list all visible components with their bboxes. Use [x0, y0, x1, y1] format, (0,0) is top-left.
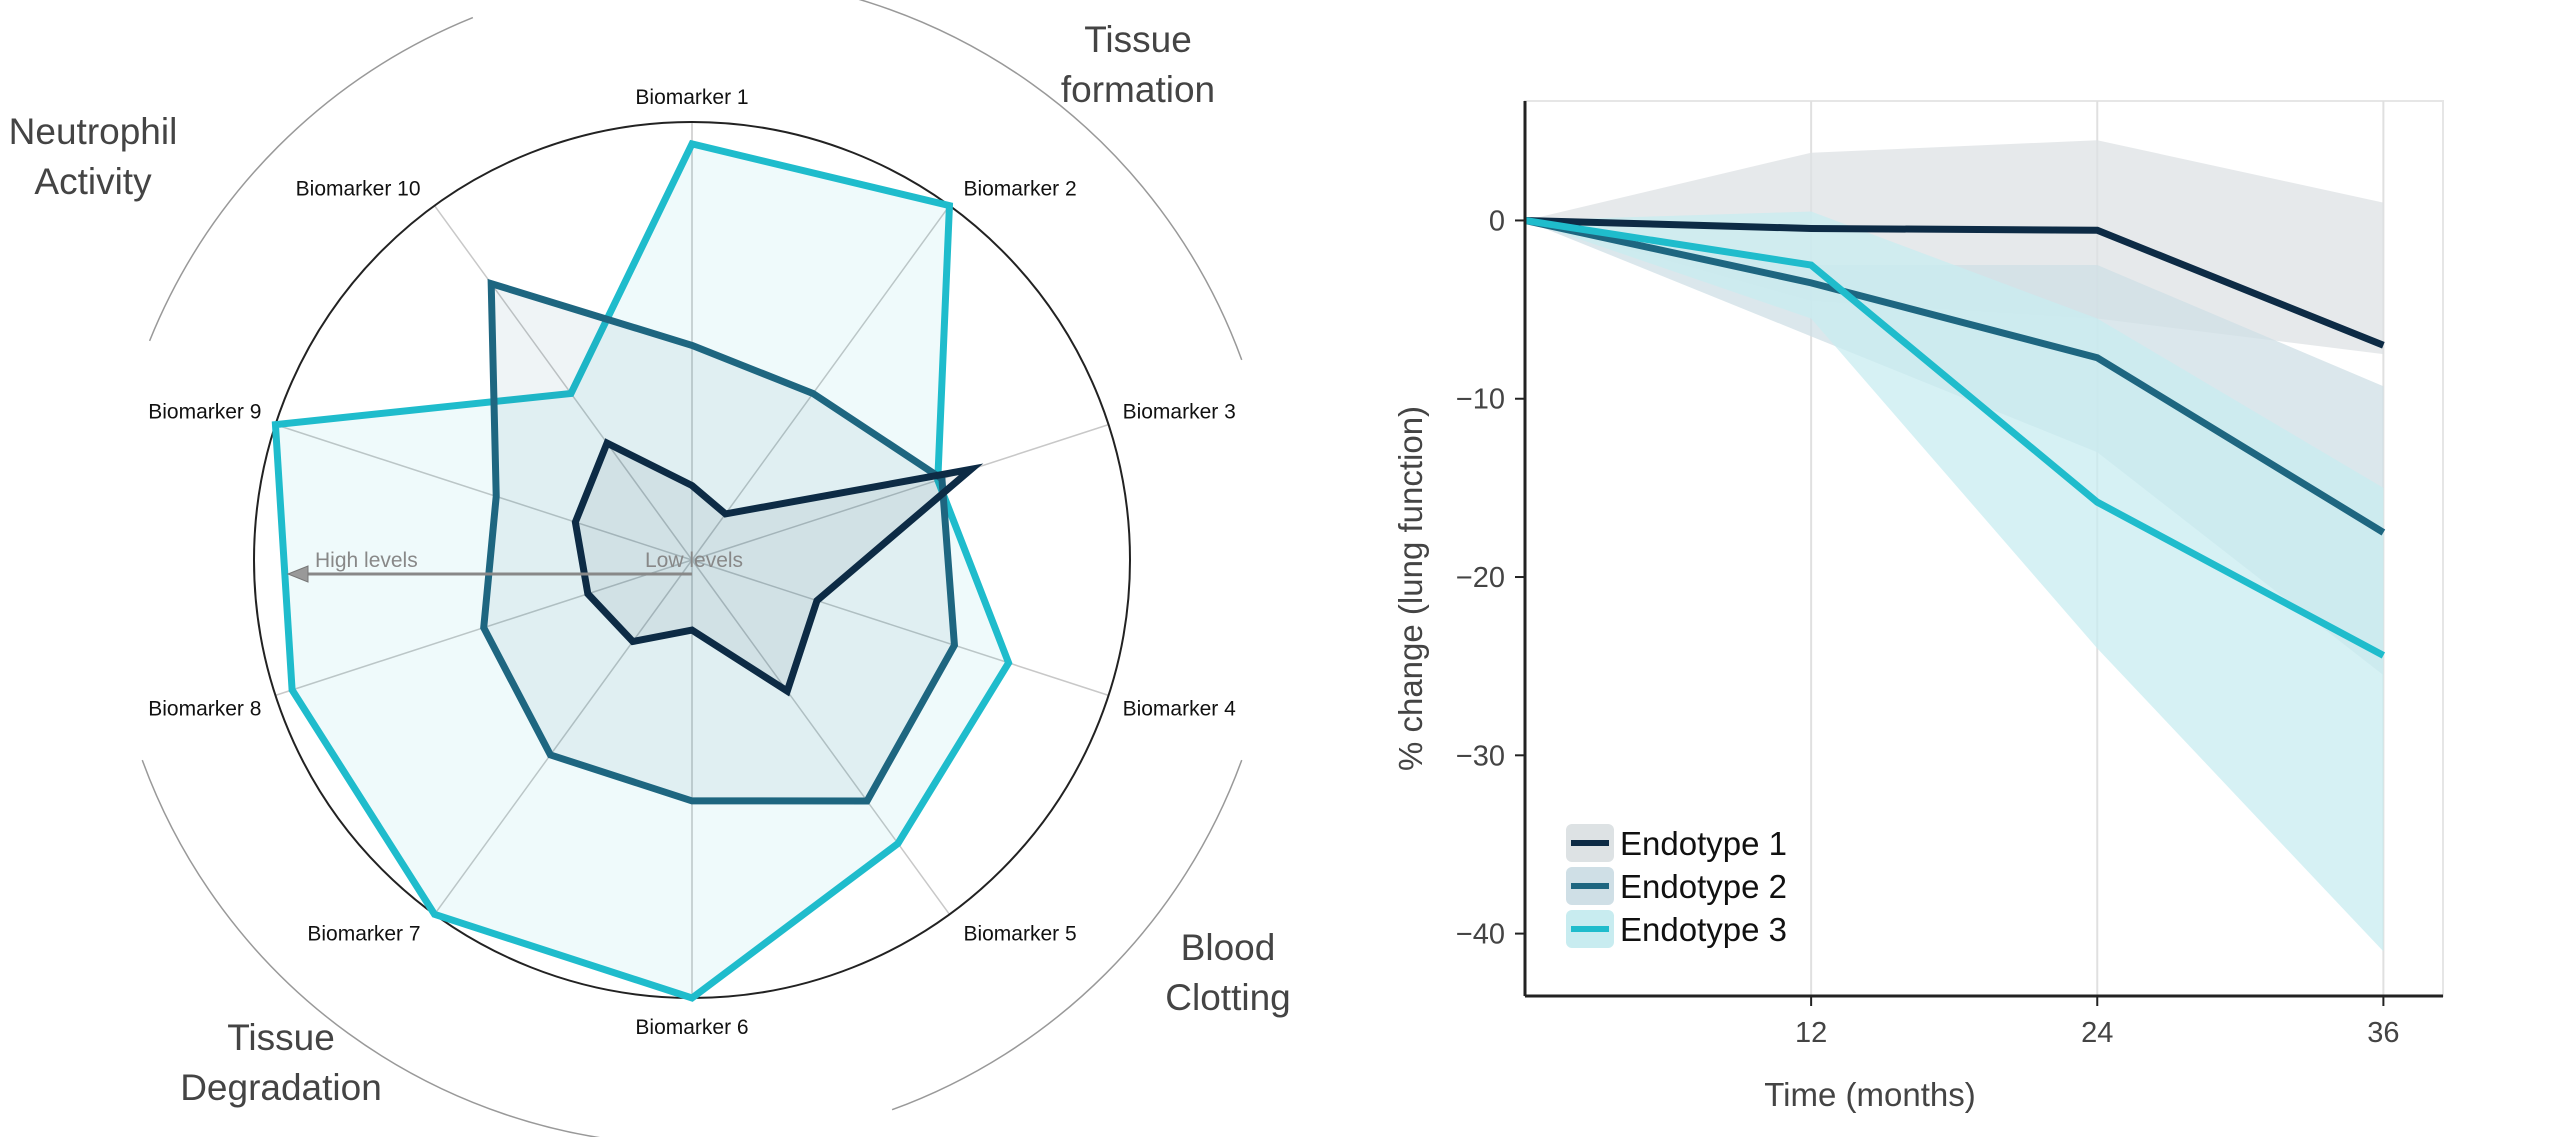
radar-spoke [275, 423, 693, 561]
y-tick-label: −10 [1456, 384, 1505, 416]
radar-chart: High levels Low levels Biomarker 1 Biomarke… [9, 0, 1291, 1137]
group-arc [141, 759, 601, 1137]
legend-label: Endotype 2 [1620, 868, 1787, 905]
radar-spoke [691, 423, 1109, 561]
legend-label: Endotype 3 [1620, 911, 1787, 948]
category-label: Biomarker 7 [307, 922, 420, 945]
arrow-head-icon [286, 565, 309, 583]
group-label: Clotting [1165, 977, 1290, 1018]
category-label: Biomarker 2 [963, 178, 1076, 201]
x-tick-label: 12 [1795, 1017, 1827, 1049]
radar-spoke [691, 559, 1109, 697]
group-arc [858, 0, 1243, 361]
group-label: Blood [1181, 927, 1276, 968]
y-tick-label: 0 [1489, 205, 1505, 237]
category-label: Biomarker 5 [963, 922, 1076, 945]
category-label: Biomarker 6 [635, 1016, 748, 1039]
category-label: Biomarker 3 [1123, 401, 1236, 424]
group-label: Degradation [180, 1067, 382, 1108]
y-tick-label: −30 [1456, 740, 1505, 772]
series-line-2 [1524, 217, 2386, 536]
group-label: formation [1061, 69, 1215, 110]
category-label: Biomarker 9 [148, 401, 261, 424]
series-line-1 [1524, 216, 2385, 349]
category-label: Biomarker 4 [1123, 697, 1237, 720]
line-chart: 0 −10 −20 −30 −40 12 24 36 Time (months) % change… [1392, 100, 2444, 1113]
high-levels-label: High levels [315, 549, 418, 572]
x-axis-label: Time (months) [1764, 1076, 1975, 1113]
category-label: Biomarker 10 [296, 178, 421, 201]
radar-spoke [433, 559, 693, 915]
legend-label: Endotype 1 [1620, 825, 1787, 862]
group-label: Tissue [227, 1017, 335, 1058]
confidence-band-3 [1525, 211, 2384, 952]
y-axis-label: % change (lung function) [1392, 406, 1429, 771]
category-label: Biomarker 8 [148, 697, 261, 720]
category-label: Biomarker 1 [635, 86, 748, 109]
series-line-3 [1524, 216, 2386, 659]
group-arc [148, 16, 474, 342]
group-label: Activity [34, 161, 152, 202]
radar-spoke [691, 559, 951, 915]
low-levels-label: Low levels [645, 549, 743, 572]
radar-spoke [691, 205, 951, 561]
y-tick-label: −20 [1456, 562, 1505, 594]
group-label: Neutrophil [9, 111, 178, 152]
x-tick-label: 36 [2367, 1017, 2399, 1049]
group-label: Tissue [1084, 19, 1192, 60]
x-tick-label: 24 [2081, 1017, 2113, 1049]
y-tick-label: −40 [1456, 919, 1505, 951]
radar-spoke [433, 205, 693, 561]
group-arc [891, 759, 1243, 1111]
confidence-band-2 [1525, 220, 2384, 676]
